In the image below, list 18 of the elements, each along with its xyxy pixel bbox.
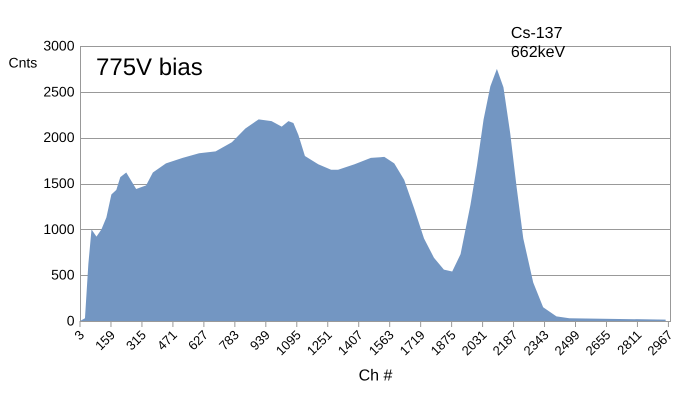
y-tick-label: 0 — [66, 312, 75, 328]
y-tick-label: 500 — [51, 266, 75, 283]
y-tick-label: 1500 — [43, 175, 75, 191]
x-tick-label: 159 — [92, 327, 118, 354]
x-tick-label: 315 — [123, 327, 150, 354]
x-tick-label: 3 — [71, 327, 88, 343]
x-tick-label: 783 — [216, 327, 242, 354]
x-tick-label: 471 — [154, 327, 180, 354]
annotation: 775V bias — [96, 54, 203, 81]
y-tick-label: 3000 — [43, 38, 75, 54]
x-tick-label: 627 — [184, 327, 211, 354]
y-tick-label: 1000 — [43, 220, 75, 237]
x-axis-title: Ch # — [358, 368, 392, 384]
x-tick-label: 939 — [246, 327, 273, 354]
y-tick-label: 2500 — [43, 83, 75, 100]
y-tick-label: 2000 — [43, 129, 75, 146]
annotation: Cs-137 662keV — [510, 24, 566, 61]
y-axis-title: Cnts — [8, 54, 38, 70]
